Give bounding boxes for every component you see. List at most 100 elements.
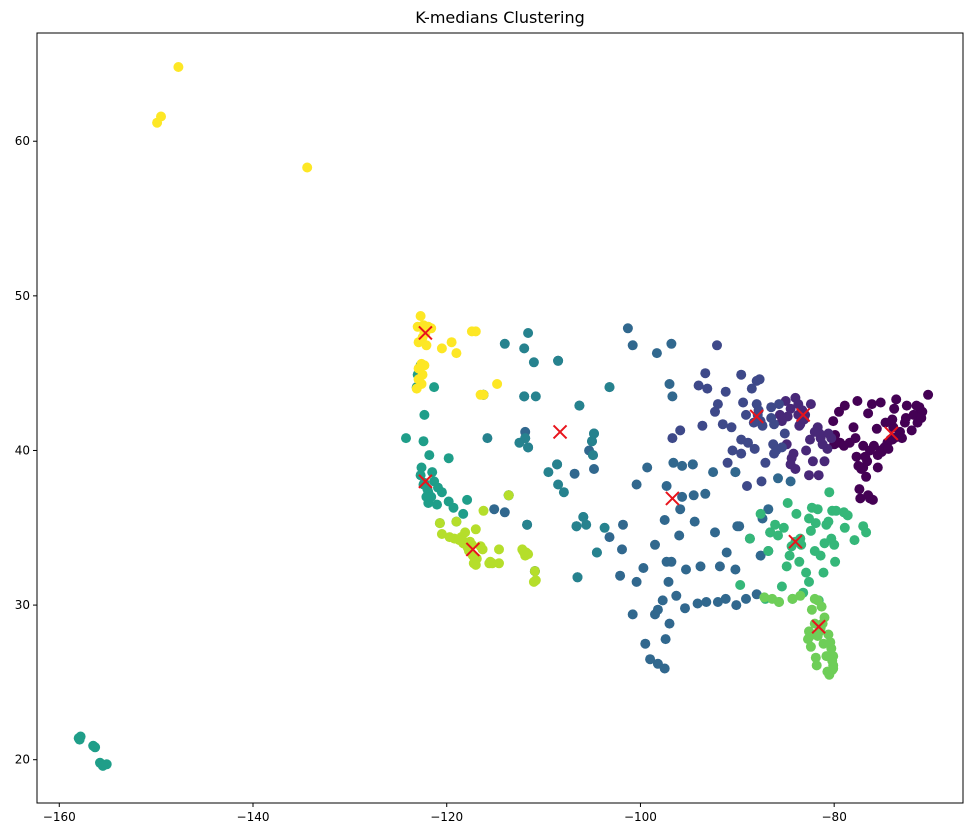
point-cluster-6 bbox=[778, 522, 789, 533]
point-cluster-3 bbox=[617, 544, 627, 555]
point-cluster-5 bbox=[462, 494, 473, 505]
point-cluster-3 bbox=[659, 663, 670, 674]
point-cluster-1 bbox=[819, 456, 830, 467]
point-cluster-1 bbox=[786, 453, 797, 464]
point-cluster-0 bbox=[916, 413, 927, 423]
point-cluster-7 bbox=[816, 601, 827, 612]
point-cluster-2 bbox=[722, 457, 733, 468]
point-cluster-3 bbox=[666, 338, 677, 349]
point-cluster-8 bbox=[454, 535, 465, 546]
point-cluster-9 bbox=[475, 389, 486, 400]
point-cluster-2 bbox=[710, 406, 720, 417]
point-cluster-4 bbox=[572, 572, 583, 583]
point-cluster-2 bbox=[700, 368, 711, 379]
point-cluster-2 bbox=[766, 402, 777, 413]
point-cluster-7 bbox=[809, 593, 820, 604]
point-cluster-6 bbox=[810, 518, 821, 529]
point-cluster-7 bbox=[806, 604, 817, 615]
point-cluster-2 bbox=[693, 380, 704, 391]
centroid-marker bbox=[465, 542, 481, 557]
point-cluster-3 bbox=[618, 519, 628, 530]
point-cluster-7 bbox=[818, 638, 829, 649]
point-cluster-6 bbox=[831, 505, 842, 516]
point-cluster-0 bbox=[854, 484, 865, 495]
point-cluster-3 bbox=[689, 516, 700, 527]
point-cluster-2 bbox=[736, 369, 747, 380]
point-cluster-3 bbox=[677, 491, 688, 502]
point-cluster-2 bbox=[738, 397, 749, 408]
point-cluster-8 bbox=[503, 490, 514, 501]
point-cluster-0 bbox=[868, 440, 879, 451]
point-cluster-5 bbox=[427, 467, 438, 478]
point-cluster-7 bbox=[767, 593, 778, 604]
point-cluster-7 bbox=[787, 593, 798, 604]
point-cluster-2 bbox=[697, 420, 708, 431]
point-cluster-4 bbox=[482, 433, 493, 444]
point-cluster-6 bbox=[784, 550, 795, 561]
point-cluster-8 bbox=[434, 518, 445, 529]
point-cluster-0 bbox=[838, 440, 849, 451]
point-cluster-3 bbox=[659, 515, 670, 525]
point-cluster-3 bbox=[763, 504, 774, 515]
chart-title: K-medians Clustering bbox=[415, 8, 585, 27]
point-cluster-4 bbox=[543, 467, 554, 478]
point-cluster-3 bbox=[660, 634, 671, 645]
point-cluster-9 bbox=[413, 363, 424, 374]
point-cluster-9 bbox=[173, 62, 184, 72]
point-cluster-3 bbox=[710, 527, 720, 538]
point-cluster-7 bbox=[804, 626, 814, 637]
point-cluster-9 bbox=[451, 348, 462, 359]
point-cluster-3 bbox=[701, 597, 712, 607]
point-cluster-7 bbox=[823, 629, 834, 640]
point-cluster-4 bbox=[519, 343, 530, 354]
point-cluster-6 bbox=[806, 502, 817, 513]
point-cluster-6 bbox=[773, 530, 783, 541]
point-cluster-9 bbox=[421, 340, 432, 351]
point-cluster-7 bbox=[811, 660, 822, 671]
point-cluster-6 bbox=[849, 535, 860, 546]
x-tick-label: −140 bbox=[237, 810, 270, 824]
point-cluster-6 bbox=[815, 550, 826, 561]
point-cluster-3 bbox=[631, 479, 642, 490]
point-cluster-0 bbox=[911, 400, 922, 411]
point-cluster-3 bbox=[663, 576, 674, 587]
point-cluster-6 bbox=[839, 522, 850, 533]
point-cluster-3 bbox=[604, 532, 615, 543]
point-cluster-4 bbox=[553, 479, 564, 490]
point-cluster-0 bbox=[871, 423, 882, 434]
point-cluster-8 bbox=[436, 529, 447, 539]
point-cluster-4 bbox=[574, 400, 585, 411]
point-cluster-8 bbox=[487, 558, 498, 569]
point-cluster-3 bbox=[642, 462, 653, 473]
point-cluster-6 bbox=[781, 561, 792, 572]
point-cluster-3 bbox=[720, 593, 731, 604]
point-cluster-8 bbox=[494, 544, 504, 555]
point-cluster-0 bbox=[906, 425, 917, 436]
point-cluster-4 bbox=[499, 338, 510, 349]
point-cluster-8 bbox=[528, 576, 539, 587]
point-cluster-3 bbox=[708, 467, 719, 478]
point-cluster-9 bbox=[416, 379, 427, 389]
point-cluster-0 bbox=[834, 406, 844, 417]
point-cluster-9 bbox=[470, 326, 481, 337]
point-cluster-5 bbox=[421, 491, 432, 502]
point-cluster-5 bbox=[401, 433, 411, 444]
point-cluster-1 bbox=[809, 426, 820, 437]
point-cluster-0 bbox=[858, 440, 869, 451]
point-cluster-2 bbox=[712, 399, 723, 410]
point-cluster-2 bbox=[675, 425, 686, 436]
point-cluster-3 bbox=[652, 604, 663, 615]
point-cluster-2 bbox=[667, 433, 678, 444]
point-cluster-3 bbox=[615, 570, 626, 581]
point-cluster-3 bbox=[755, 550, 766, 561]
point-cluster-1 bbox=[805, 399, 816, 410]
point-cluster-1 bbox=[804, 470, 814, 481]
point-cluster-0 bbox=[900, 413, 911, 423]
point-cluster-0 bbox=[853, 460, 864, 471]
point-cluster-3 bbox=[627, 609, 638, 620]
point-cluster-0 bbox=[908, 409, 919, 420]
point-cluster-5 bbox=[448, 502, 459, 513]
point-cluster-4 bbox=[514, 437, 525, 448]
point-cluster-3 bbox=[650, 539, 660, 550]
